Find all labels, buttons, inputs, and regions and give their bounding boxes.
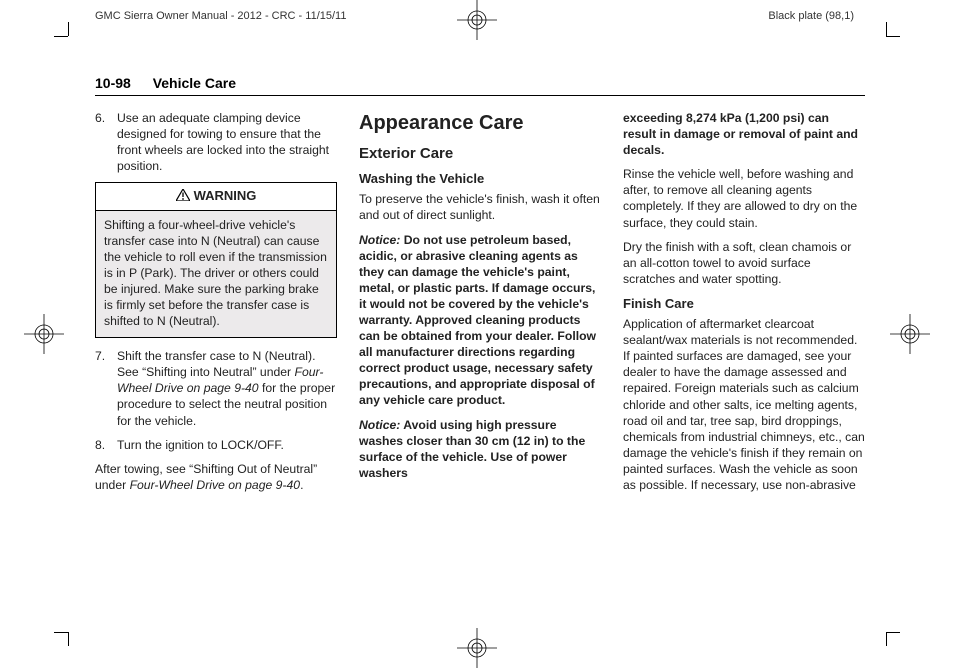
registration-mark-left xyxy=(24,314,64,354)
list-item-7: 7. Shift the transfer case to N (Neutral… xyxy=(95,348,337,428)
list-item-8: 8. Turn the ignition to LOCK/OFF. xyxy=(95,437,337,453)
heading-3: Washing the Vehicle xyxy=(359,170,601,187)
xref: Four-Wheel Drive on page 9-40 xyxy=(130,478,301,492)
heading-2: Exterior Care xyxy=(359,144,601,164)
column-1: 6. Use an adequate clamping device desig… xyxy=(95,110,337,501)
list-num: 7. xyxy=(95,348,117,428)
page-number: 10-98 xyxy=(95,75,131,91)
paragraph: Dry the finish with a soft, clean chamoi… xyxy=(623,239,865,287)
paragraph: Rinse the vehicle well, before washing a… xyxy=(623,166,865,230)
registration-mark-right xyxy=(890,314,930,354)
list-num: 6. xyxy=(95,110,117,174)
notice-label: Notice: xyxy=(359,418,400,432)
warning-title: WARNING xyxy=(96,183,336,210)
list-body: Use an adequate clamping device designed… xyxy=(117,110,337,174)
warning-box: WARNING Shifting a four-wheel-drive vehi… xyxy=(95,182,337,338)
list-item-6: 6. Use an adequate clamping device desig… xyxy=(95,110,337,174)
heading-1: Appearance Care xyxy=(359,110,601,136)
page-header: 10-98 Vehicle Care xyxy=(95,75,865,96)
text: Shift the transfer case to N (Neutral). … xyxy=(117,349,315,379)
registration-mark-top xyxy=(457,0,497,40)
page-content: 10-98 Vehicle Care 6. Use an adequate cl… xyxy=(95,75,865,501)
column-2: Appearance Care Exterior Care Washing th… xyxy=(359,110,601,501)
meta-right: Black plate (98,1) xyxy=(768,10,854,22)
notice-paragraph: Notice: Avoid using high pressure washes… xyxy=(359,417,601,481)
meta-left: GMC Sierra Owner Manual - 2012 - CRC - 1… xyxy=(95,10,346,22)
list-num: 8. xyxy=(95,437,117,453)
text: . xyxy=(300,478,303,492)
notice-text: Do not use petroleum based, acidic, or a… xyxy=(359,233,596,408)
column-3: exceeding 8,274 kPa (1,200 psi) can resu… xyxy=(623,110,865,501)
section-title: Vehicle Care xyxy=(153,75,236,91)
notice-paragraph: Notice: Do not use petroleum based, acid… xyxy=(359,232,601,409)
notice-continuation: exceeding 8,274 kPa (1,200 psi) can resu… xyxy=(623,110,865,158)
warning-label: WARNING xyxy=(194,188,257,203)
heading-3: Finish Care xyxy=(623,295,865,312)
registration-mark-bottom xyxy=(457,628,497,668)
paragraph: To preserve the vehicle's finish, wash i… xyxy=(359,191,601,223)
paragraph: After towing, see “Shifting Out of Neutr… xyxy=(95,461,337,493)
list-body: Turn the ignition to LOCK/OFF. xyxy=(117,437,337,453)
notice-label: Notice: xyxy=(359,233,400,247)
warning-body: Shifting a four-wheel-drive vehicle's tr… xyxy=(96,211,336,338)
list-body: Shift the transfer case to N (Neutral). … xyxy=(117,348,337,428)
paragraph: Application of aftermarket clearcoat sea… xyxy=(623,316,865,493)
warning-icon xyxy=(176,188,190,205)
